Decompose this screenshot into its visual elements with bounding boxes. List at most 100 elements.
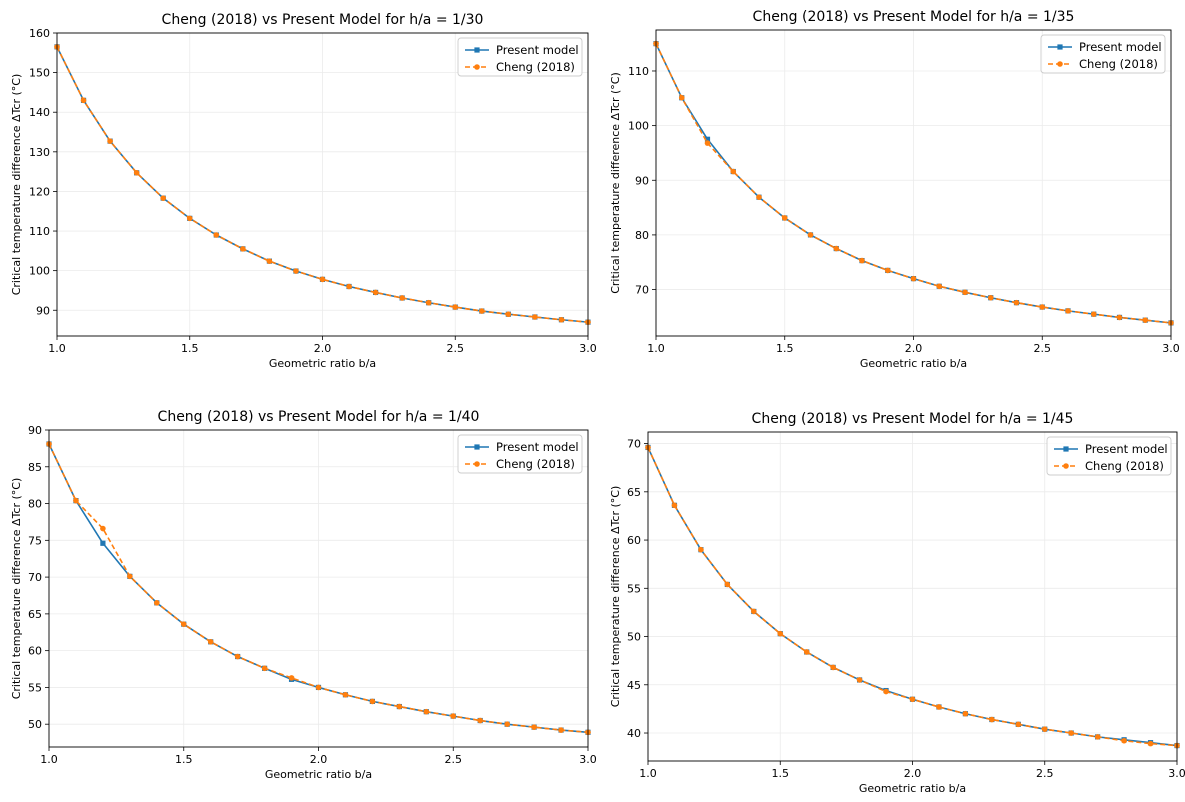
- data-point-cheng-2018: [133, 170, 140, 176]
- data-point-cheng-2018: [213, 232, 220, 238]
- chart-panel-4: 1.0 1.5 2.0 2.5 3.0 40 45 50 55 60 65 70 Cheng (2018…: [609, 411, 1185, 795]
- y-tick-label: 140: [29, 106, 50, 119]
- y-tick-label: 160: [29, 27, 50, 40]
- legend-marker: [1057, 44, 1063, 50]
- legend-marker: [1063, 463, 1069, 469]
- data-point-cheng-2018: [315, 684, 322, 691]
- data-point-cheng-2018: [342, 691, 349, 698]
- y-tick-label: 100: [628, 120, 649, 133]
- x-axis-label: Geometric ratio b/a: [269, 357, 376, 370]
- data-point-cheng-2018: [234, 653, 241, 660]
- data-point-cheng-2018: [293, 268, 299, 274]
- x-tick-label: 2.0: [310, 753, 328, 766]
- legend: Present model Cheng (2018): [1046, 436, 1172, 476]
- y-tick-label: 120: [29, 185, 50, 198]
- y-tick-label: 150: [29, 67, 50, 80]
- legend-label: Cheng (2018): [496, 457, 575, 471]
- x-axis-label: Geometric ratio b/a: [859, 782, 966, 795]
- y-axis-label: Critical temperature difference ΔTcr (°C…: [609, 486, 622, 708]
- series-line-cheng-2018: [56, 46, 589, 323]
- data-point-cheng-2018: [505, 311, 512, 318]
- data-point-cheng-2018: [180, 621, 187, 627]
- y-tick-label: 75: [28, 534, 42, 547]
- data-point-cheng-2018: [346, 283, 352, 290]
- y-tick-label: 85: [28, 461, 42, 474]
- y-tick-label: 55: [28, 681, 42, 694]
- x-tick-label: 1.5: [772, 767, 790, 780]
- data-point-cheng-2018: [1121, 737, 1127, 744]
- y-axis-label: Critical temperature difference ΔTcr (°C…: [10, 74, 23, 296]
- chart-panel-1: 1.0 1.5 2.0 2.5 3.0 90 100 110 120 130 140 150 160 Ch…: [10, 12, 597, 370]
- x-tick-label: 1.0: [639, 767, 657, 780]
- data-point-cheng-2018: [154, 600, 160, 606]
- chart-title: Cheng (2018) vs Present Model for h/a = …: [752, 411, 1074, 427]
- data-point-cheng-2018: [884, 267, 891, 274]
- legend-marker: [1063, 446, 1069, 452]
- data-point-cheng-2018: [240, 246, 246, 252]
- y-tick-label: 70: [28, 571, 42, 584]
- data-point-cheng-2018: [127, 573, 133, 580]
- legend-marker: [474, 47, 480, 53]
- data-point-cheng-2018: [1147, 740, 1154, 747]
- data-point-cheng-2018: [1041, 726, 1048, 732]
- legend-marker: [474, 64, 480, 70]
- y-tick-label: 50: [627, 631, 641, 644]
- y-tick-label: 130: [29, 146, 50, 159]
- data-point-cheng-2018: [558, 727, 564, 733]
- data-point-cheng-2018: [1094, 734, 1101, 740]
- y-tick-label: 65: [627, 486, 641, 499]
- data-point-cheng-2018: [288, 675, 295, 681]
- y-tick-label: 60: [28, 645, 42, 658]
- data-point-cheng-2018: [504, 721, 510, 727]
- y-tick-label: 90: [28, 424, 42, 437]
- y-tick-label: 40: [627, 727, 641, 740]
- data-point-cheng-2018: [704, 140, 711, 146]
- data-point-cheng-2018: [369, 698, 376, 705]
- y-tick-label: 50: [28, 718, 42, 731]
- data-point-cheng-2018: [833, 245, 840, 252]
- legend-box: [457, 434, 583, 474]
- data-point-cheng-2018: [678, 94, 685, 101]
- data-point-cheng-2018: [859, 257, 865, 264]
- x-axis-label: Geometric ratio b/a: [860, 357, 967, 370]
- data-point-cheng-2018: [1015, 721, 1022, 728]
- data-point-cheng-2018: [803, 649, 810, 655]
- data-point-cheng-2018: [807, 232, 814, 238]
- legend-marker: [474, 461, 480, 467]
- y-tick-label: 110: [628, 65, 649, 78]
- x-tick-label: 1.0: [48, 342, 66, 355]
- legend: Present model Cheng (2018): [1040, 34, 1166, 74]
- data-point-cheng-2018: [989, 716, 995, 723]
- x-tick-label: 2.0: [904, 767, 922, 780]
- data-point-cheng-2018: [962, 710, 969, 717]
- chart-panel-2: 1.0 1.5 2.0 2.5 3.0 70 80 90 100 110 Cheng (2018) …: [609, 9, 1180, 370]
- data-point-cheng-2018: [1116, 314, 1123, 321]
- y-tick-label: 80: [28, 498, 42, 511]
- legend-marker: [1057, 61, 1063, 67]
- y-tick-label: 100: [29, 265, 50, 278]
- data-point-cheng-2018: [910, 275, 917, 282]
- data-point-cheng-2018: [756, 194, 762, 201]
- data-point-cheng-2018: [450, 713, 457, 719]
- x-tick-label: 3.0: [1168, 767, 1185, 780]
- x-tick-label: 2.5: [1036, 767, 1054, 780]
- data-point-cheng-2018: [73, 497, 79, 504]
- data-point-cheng-2018: [781, 215, 788, 221]
- x-tick-label: 3.0: [579, 342, 597, 355]
- x-tick-label: 1.0: [40, 753, 58, 766]
- data-point-cheng-2018: [319, 276, 326, 283]
- legend-label: Present model: [1085, 442, 1168, 456]
- x-tick-label: 2.5: [445, 753, 463, 766]
- y-tick-label: 110: [29, 225, 50, 238]
- data-point-cheng-2018: [425, 299, 432, 306]
- data-point-cheng-2018: [962, 289, 968, 296]
- y-tick-label: 65: [28, 608, 42, 621]
- legend-label: Cheng (2018): [1085, 459, 1164, 473]
- data-point-cheng-2018: [883, 688, 889, 695]
- y-tick-label: 90: [36, 304, 50, 317]
- data-point-cheng-2018: [107, 138, 113, 144]
- data-point-cheng-2018: [160, 195, 166, 201]
- data-point-cheng-2018: [936, 283, 943, 290]
- data-point-cheng-2018: [423, 708, 430, 715]
